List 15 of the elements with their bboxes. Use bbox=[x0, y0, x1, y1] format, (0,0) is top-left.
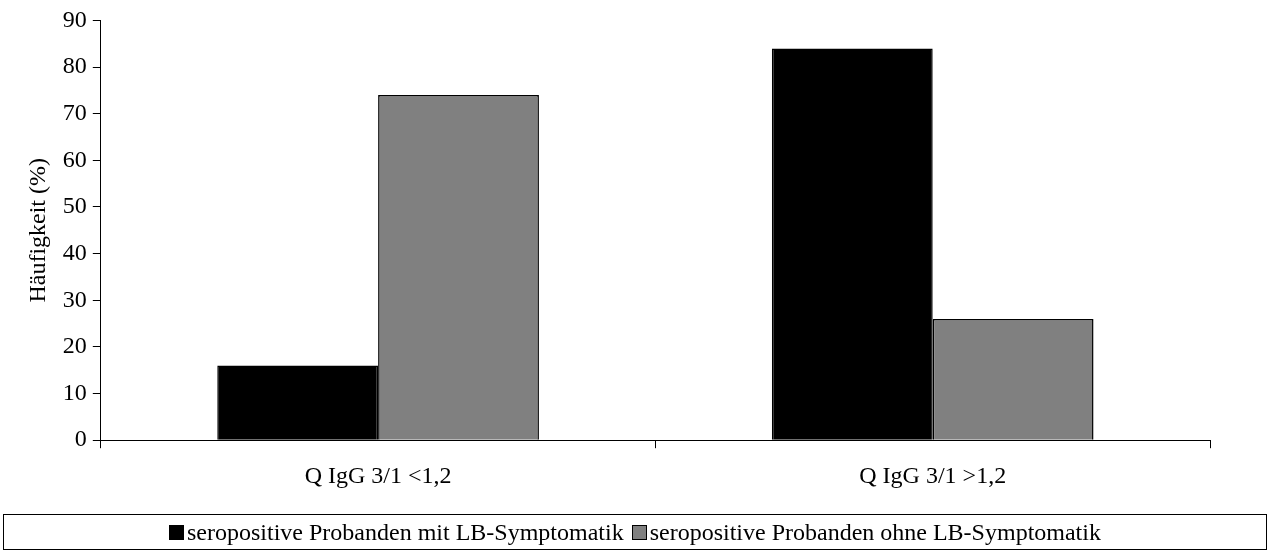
y-tick-label: 0 bbox=[74, 425, 87, 452]
y-tick-label: 30 bbox=[62, 285, 87, 312]
y-tick-label: 80 bbox=[62, 52, 87, 79]
y-tick-label: 60 bbox=[62, 145, 87, 172]
x-tick-label: Q IgG 3/1 <1,2 bbox=[304, 461, 452, 488]
y-tick-label: 10 bbox=[62, 378, 87, 405]
y-tick-label: 90 bbox=[62, 5, 87, 32]
x-tick-label: Q IgG 3/1 >1,2 bbox=[859, 461, 1007, 488]
y-tick-label: 40 bbox=[62, 238, 87, 265]
legend-label: seropositive Probanden ohne LB-Symptomatik bbox=[649, 518, 1101, 546]
y-axis-title: Häufigkeit (%) bbox=[23, 158, 50, 303]
y-tick-label: 70 bbox=[62, 98, 87, 125]
legend-label: seropositive Probanden mit LB-Symptomatik bbox=[187, 518, 624, 546]
y-tick-label: 50 bbox=[62, 192, 87, 219]
y-tick-label: 20 bbox=[62, 332, 87, 359]
